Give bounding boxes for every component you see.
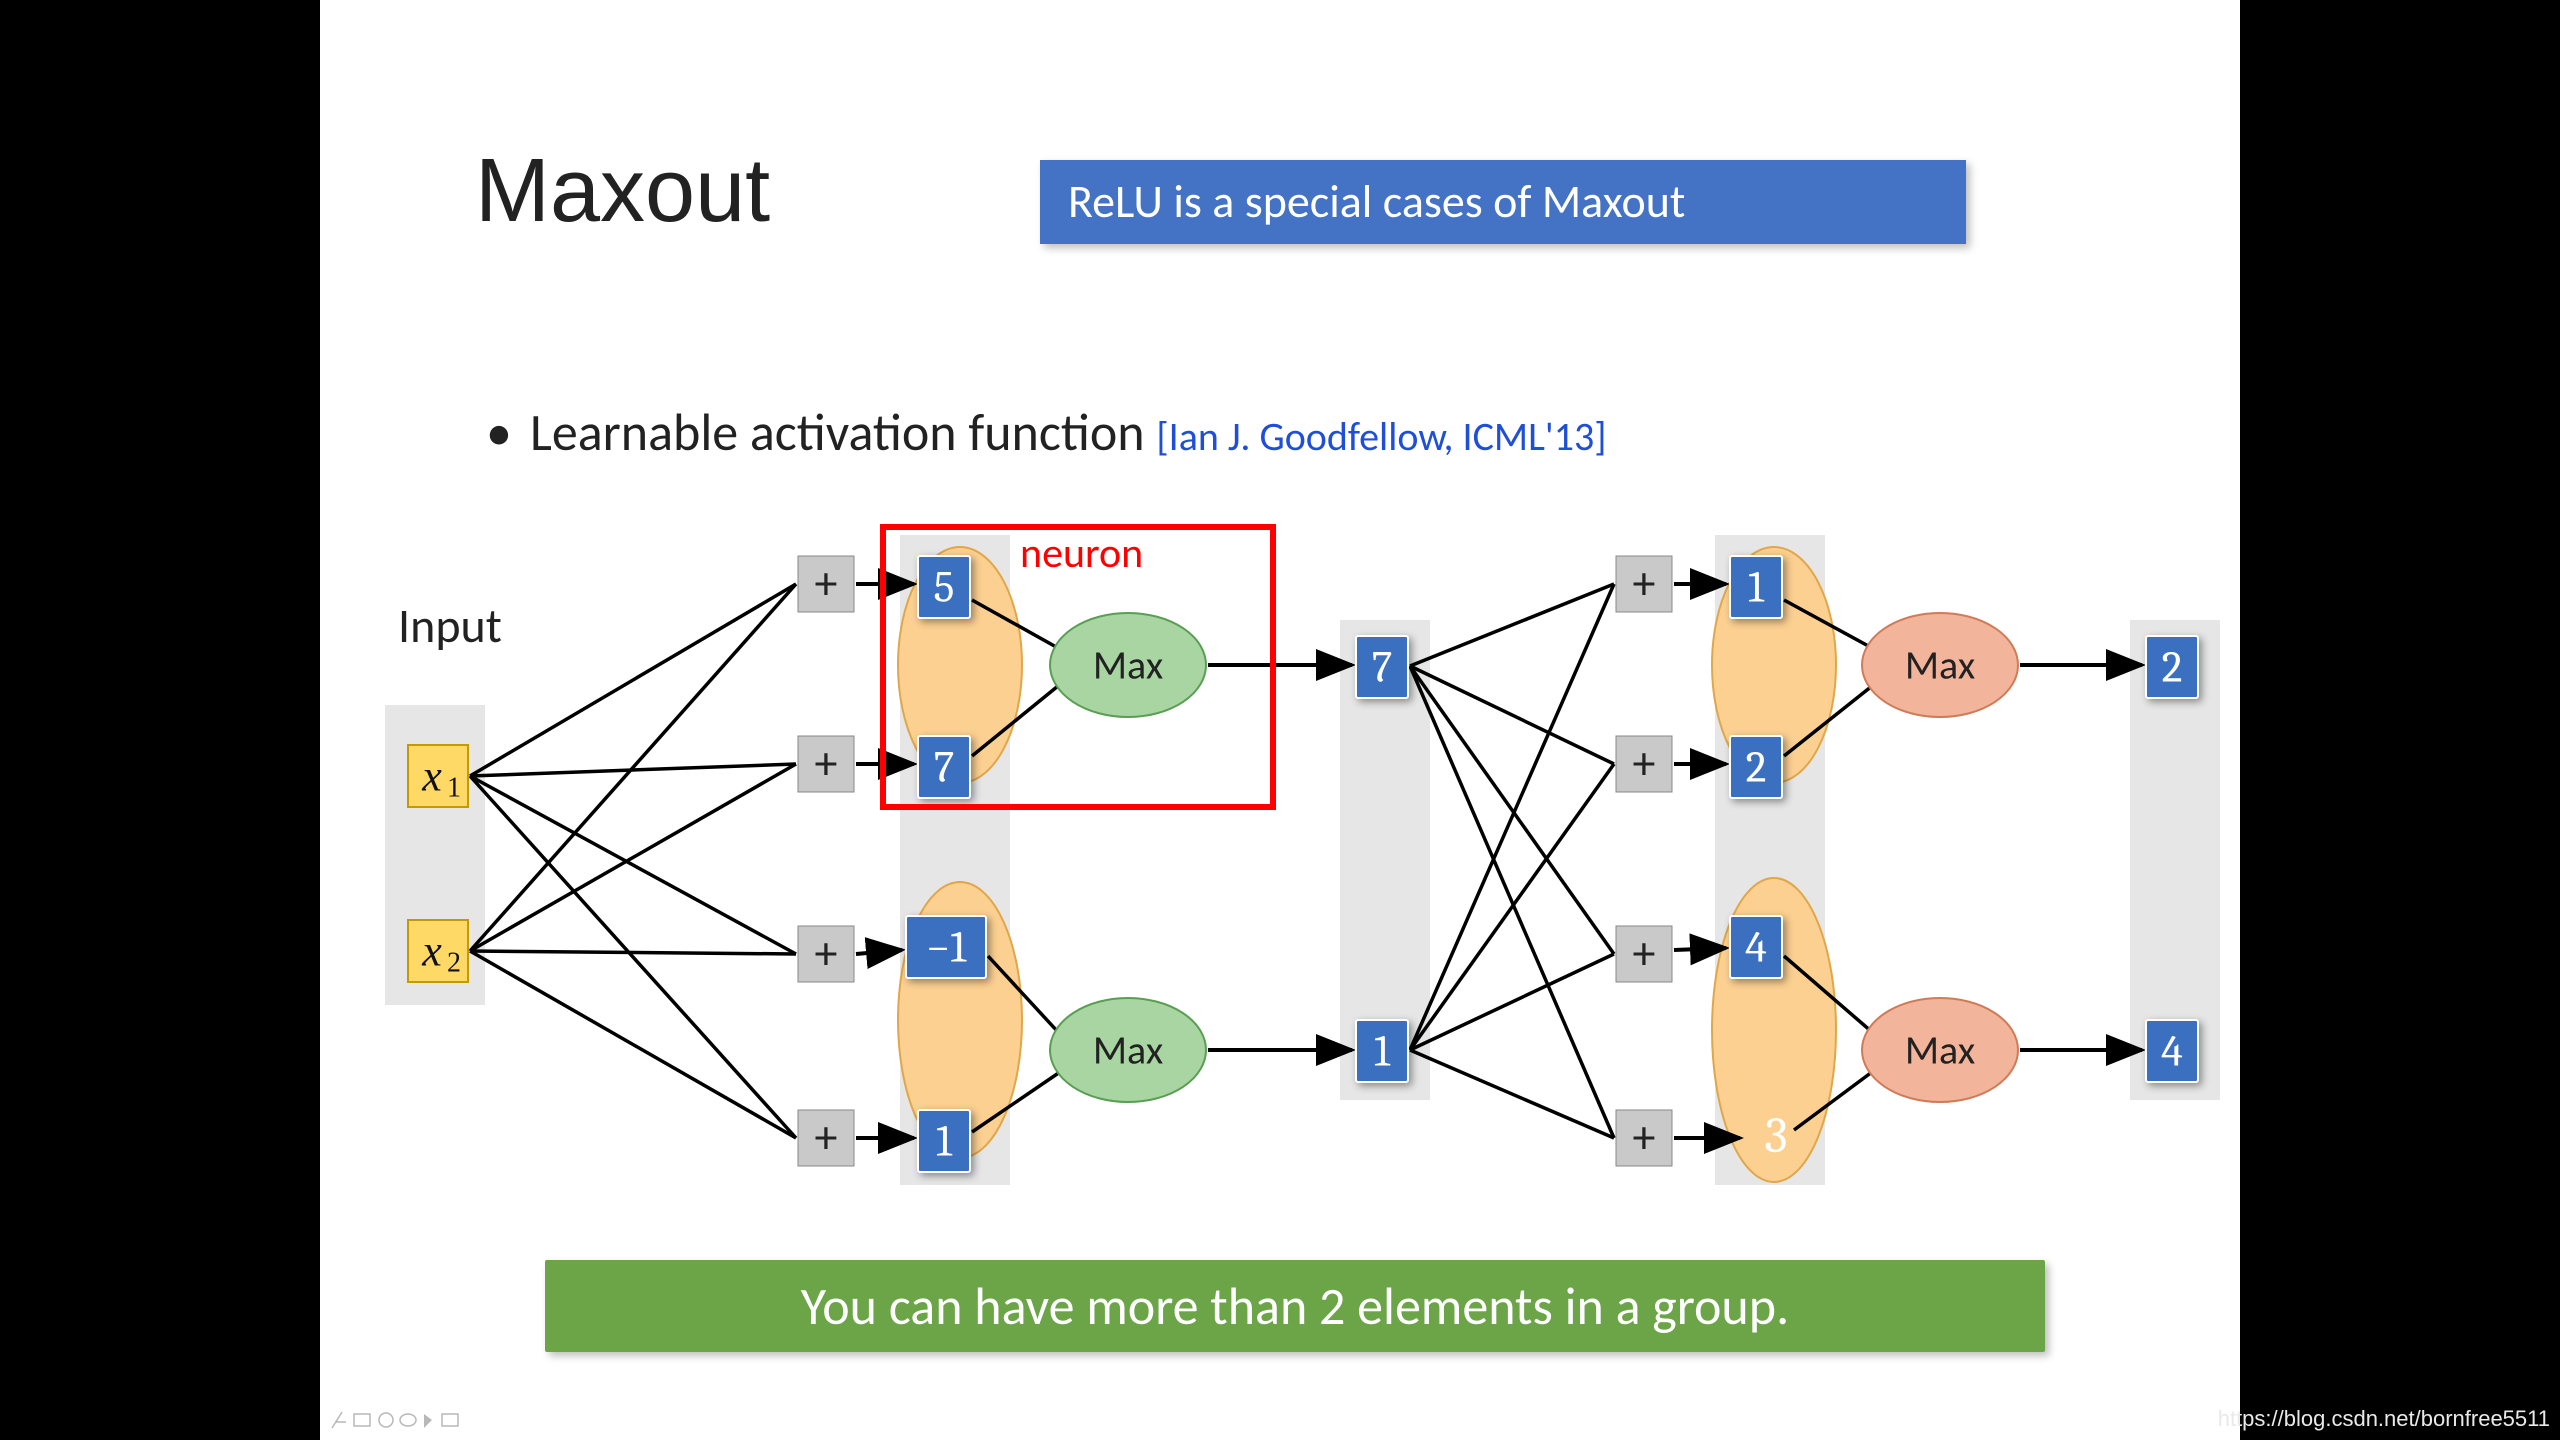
svg-text:+: + [815,926,838,982]
svg-text:+: + [815,736,838,792]
svg-text:+: + [1633,1110,1656,1166]
svg-text:7: 7 [934,742,955,793]
svg-text:+: + [1633,556,1656,612]
rect-icon[interactable] [354,1414,370,1426]
svg-text:1: 1 [1374,1026,1391,1077]
svg-text:7: 7 [1372,642,1393,693]
cursor-icon[interactable] [424,1414,432,1428]
svg-text:4: 4 [1745,922,1767,973]
svg-text:+: + [815,1110,838,1166]
watermark: https://blog.csdn.net/bornfree5511 [2218,1406,2550,1432]
svg-text:x: x [421,752,442,801]
svg-text:Max: Max [1905,1026,1975,1075]
svg-text:+: + [1633,926,1656,982]
screen-icon[interactable] [442,1414,458,1426]
svg-text:1: 1 [936,1116,953,1167]
svg-text:Max: Max [1905,641,1975,690]
svg-text:2: 2 [2162,642,2183,693]
svg-text:+: + [815,556,838,612]
circle-icon[interactable] [379,1413,393,1427]
svg-text:5: 5 [934,562,955,613]
slide-toolbar [328,1408,508,1432]
svg-text:3: 3 [1764,1107,1787,1165]
svg-text:Max: Max [1093,1026,1163,1075]
svg-text:−1: −1 [926,922,967,973]
pen-icon[interactable] [332,1412,346,1428]
svg-text:1: 1 [1748,562,1765,613]
svg-text:2: 2 [1746,742,1767,793]
ellipse-icon[interactable] [400,1414,416,1426]
svg-text:4: 4 [2161,1026,2183,1077]
svg-text:+: + [1633,736,1656,792]
svg-text:2: 2 [447,948,461,979]
banner-bottom: You can have more than 2 elements in a g… [545,1260,2045,1352]
slide: Maxout ReLU is a special cases of Maxout… [320,0,2240,1440]
svg-text:1: 1 [447,773,461,804]
svg-text:Max: Max [1093,641,1163,690]
svg-text:x: x [421,927,442,976]
maxout-diagram: MaxMaxMaxMax ++++++++ x1x2 57−117112424 … [320,0,2240,1440]
